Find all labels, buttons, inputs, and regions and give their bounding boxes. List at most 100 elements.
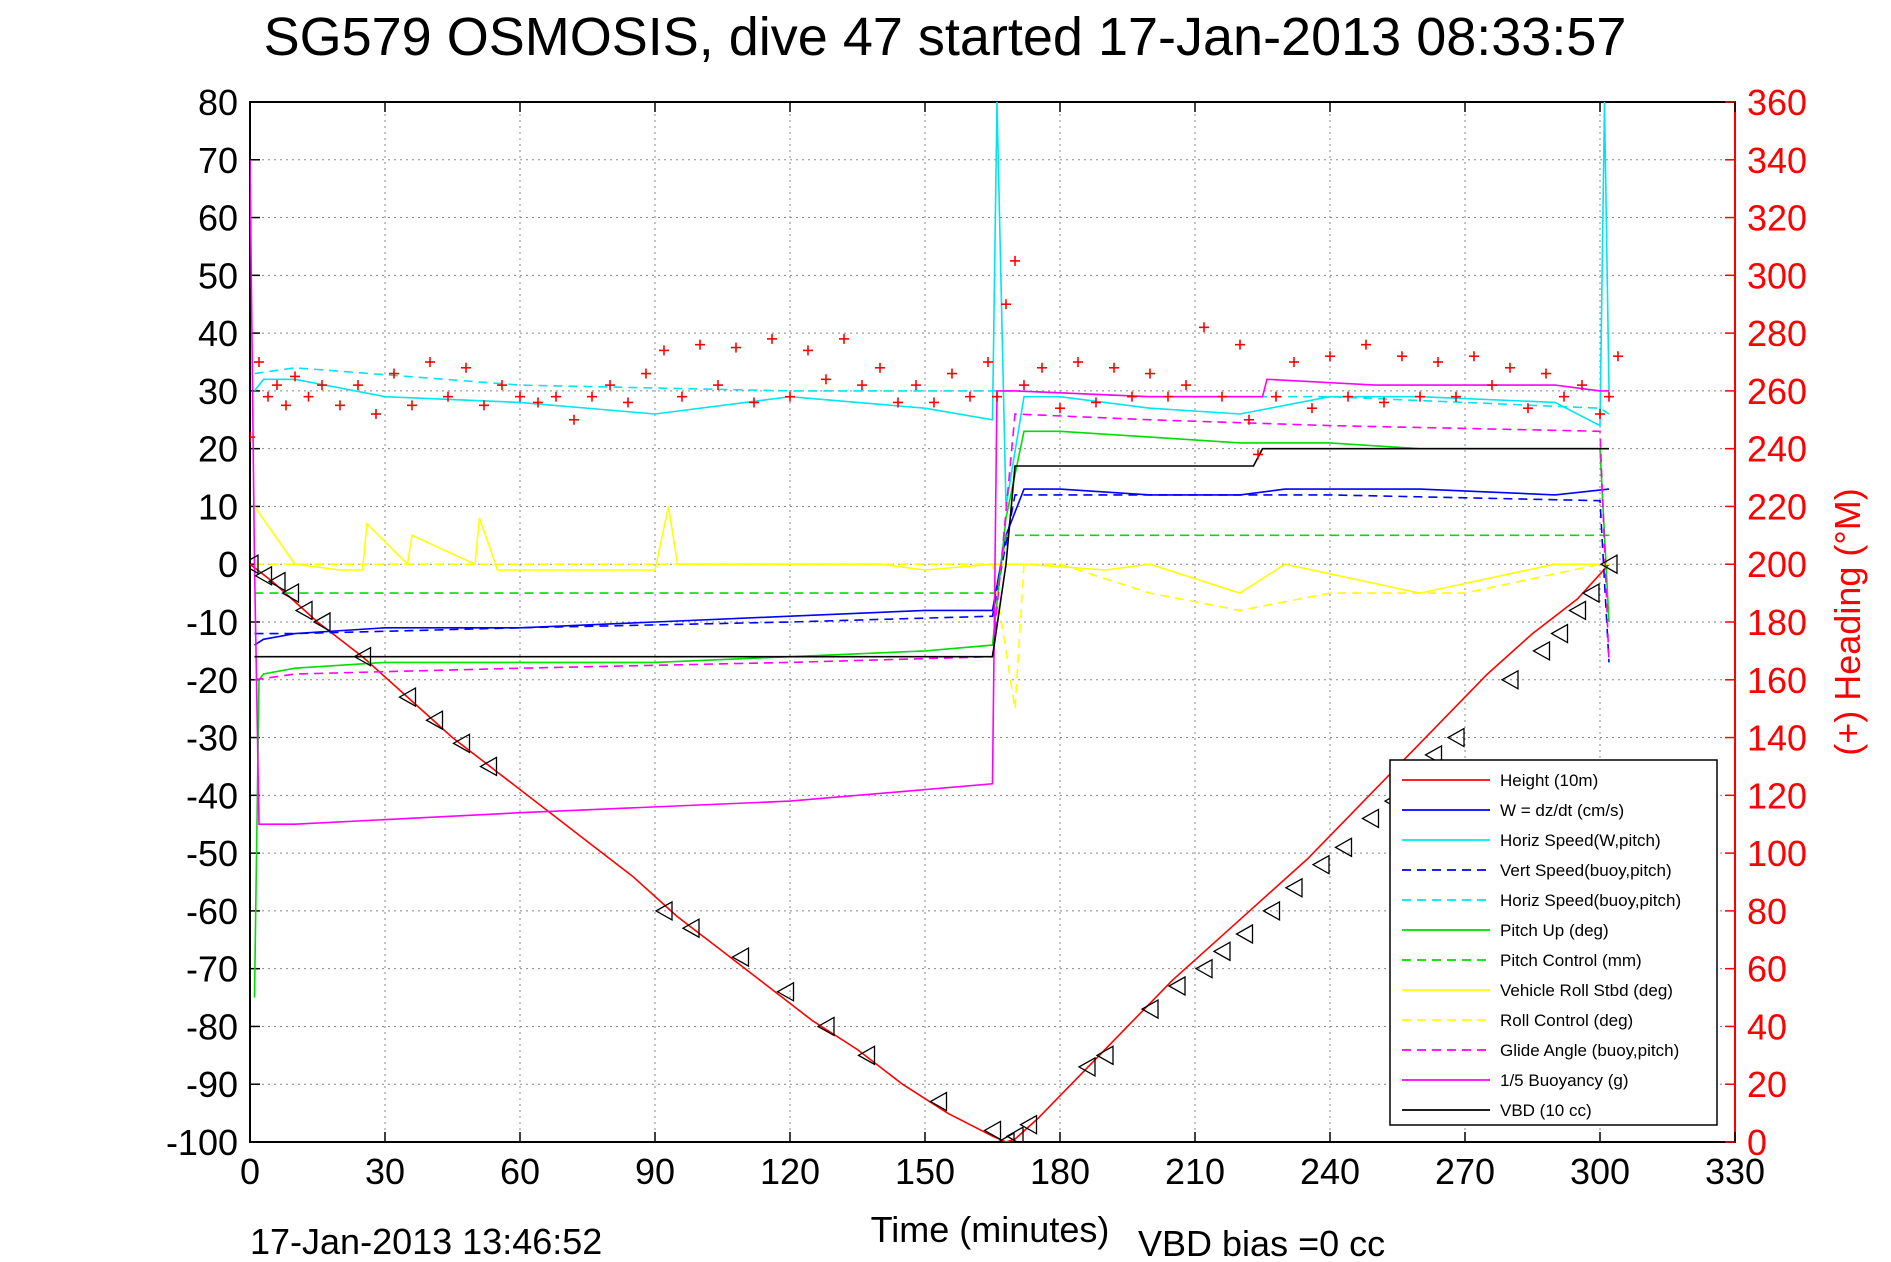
heading-point [1433, 357, 1443, 367]
heading-point [461, 362, 471, 373]
sample-marker [1599, 554, 1618, 575]
sample-marker [398, 686, 417, 708]
heading-point [1073, 357, 1083, 367]
sample-marker [1212, 941, 1231, 962]
right-y-tick-label: 360 [1747, 82, 1807, 123]
right-y-tick-label: 340 [1747, 140, 1807, 181]
x-tick-label: 270 [1435, 1151, 1495, 1192]
heading-point [1451, 391, 1461, 402]
right-y-tick-label: 260 [1747, 371, 1807, 412]
heading-point [272, 380, 282, 391]
heading-point [821, 374, 831, 385]
heading-point [1010, 255, 1020, 266]
y-tick-label: -30 [186, 718, 238, 759]
heading-point [893, 397, 903, 408]
legend-label: Roll Control (deg) [1500, 1011, 1633, 1030]
y-tick-label: 60 [198, 198, 238, 239]
heading-point [290, 371, 300, 382]
right-y-tick-label: 80 [1747, 891, 1787, 932]
sample-marker [1194, 958, 1213, 979]
y-tick-label: 40 [198, 313, 238, 354]
sample-marker [857, 1045, 876, 1066]
heading-point [281, 400, 291, 411]
heading-point [713, 380, 723, 391]
sample-marker [1581, 582, 1600, 604]
heading-point [1505, 362, 1515, 373]
heading-point [389, 368, 399, 379]
heading-point [1289, 357, 1299, 367]
x-tick-label: 90 [635, 1151, 675, 1192]
series-line-7 [253, 505, 1609, 594]
heading-point [335, 400, 345, 411]
y-tick-label: 0 [218, 544, 238, 585]
y-tick-label: 50 [198, 255, 238, 296]
sample-marker [312, 611, 331, 633]
sample-marker [1235, 923, 1254, 945]
x-tick-label: 120 [760, 1151, 820, 1192]
heading-point [515, 391, 525, 402]
footer-timestamp: 17-Jan-2013 13:46:52 [250, 1221, 602, 1262]
legend-label: W = dz/dt (cm/s) [1500, 801, 1624, 820]
heading-point [1379, 397, 1389, 408]
heading-point [623, 397, 633, 408]
heading-point [407, 400, 417, 411]
heading-point [1361, 339, 1371, 350]
y-tick-label: 80 [198, 82, 238, 123]
heading-point [1343, 391, 1353, 402]
sample-marker [816, 1016, 835, 1037]
right-y-axis-label: (+) Heading (°M) [1827, 488, 1868, 755]
series-line-4 [254, 366, 1610, 415]
heading-point [1541, 368, 1551, 379]
sample-marker [250, 554, 259, 575]
left-y-axis: 80 70 60 50 40 30 20 10 0 -10 -20 -30 -40 -50 -60 -70 -8… [166, 82, 260, 1163]
legend-label: Pitch Up (deg) [1500, 921, 1609, 940]
sample-marker [281, 582, 300, 604]
heading-point [1217, 391, 1227, 402]
series-line-0 [250, 563, 1610, 1142]
sample-marker [1568, 600, 1587, 621]
heading-point [254, 357, 264, 367]
series-line-3 [254, 494, 1610, 663]
heading-point [1109, 362, 1119, 373]
y-tick-label: -100 [166, 1122, 238, 1163]
sample-marker [1019, 1114, 1038, 1135]
sample-marker [1262, 900, 1281, 922]
heading-point [353, 380, 363, 391]
heading-point [659, 345, 669, 356]
sample-marker [353, 646, 372, 667]
heading-point [641, 368, 651, 379]
right-y-tick-label: 0 [1747, 1122, 1767, 1163]
right-y-tick-label: 140 [1747, 718, 1807, 759]
sample-marker [929, 1091, 948, 1112]
sample-marker [1361, 808, 1380, 829]
sample-marker [1446, 727, 1465, 748]
legend-label: Horiz Speed(W,pitch) [1500, 831, 1661, 850]
heading-point [551, 391, 561, 402]
heading-point [947, 368, 957, 379]
y-tick-label: 70 [198, 140, 238, 181]
heading-point [677, 391, 687, 402]
heading-point [1244, 414, 1254, 425]
right-y-axis: 3603403203002802602402202001801601401201… [1725, 82, 1807, 1163]
sample-marker [731, 946, 750, 968]
heading-point [1415, 391, 1425, 402]
heading-point [1235, 339, 1245, 350]
right-y-tick-label: 200 [1747, 544, 1807, 585]
sample-marker [294, 600, 313, 621]
heading-point [1613, 351, 1623, 362]
legend-label: 1/5 Buoyancy (g) [1500, 1071, 1629, 1090]
legend-label: Height (10m) [1500, 771, 1598, 790]
series-line-11 [254, 447, 1609, 658]
legend: Height (10m) W = dz/dt (cm/s) Horiz Speed(… [1389, 759, 1718, 1126]
x-tick-label: 240 [1300, 1151, 1360, 1192]
series-line-10 [250, 159, 1609, 826]
chart-title: SG579 OSMOSIS, dive 47 started 17-Jan-20… [264, 7, 1627, 67]
y-tick-label: -40 [186, 775, 238, 816]
right-y-tick-label: 300 [1747, 255, 1807, 296]
right-y-tick-label: 100 [1747, 833, 1807, 874]
sample-marker [267, 571, 286, 592]
heading-point [533, 397, 543, 408]
heading-point [250, 432, 255, 443]
heading-point [803, 345, 813, 356]
